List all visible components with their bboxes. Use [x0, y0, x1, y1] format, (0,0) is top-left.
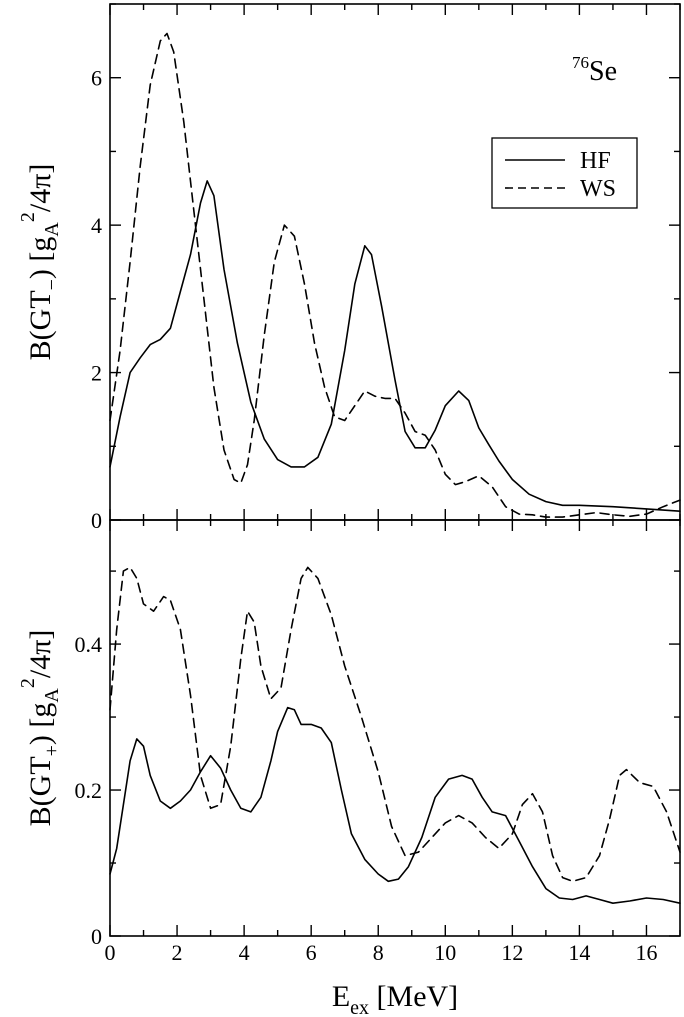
bottom-y-tick-label: 0 — [91, 924, 102, 949]
top-series-hf-line — [109, 180, 681, 512]
nucleus-label: 76Se — [572, 53, 617, 87]
x-title-sub: ex — [350, 997, 369, 1017]
bottom-y-tick-label: 0.2 — [75, 778, 103, 803]
top-y-tick-label: 0 — [91, 508, 102, 533]
x-title-tail: [MeV] — [369, 980, 458, 1013]
x-tick-label: 10 — [434, 940, 456, 965]
top-y-title-sup: 2 — [17, 212, 39, 222]
legend: HF WS — [491, 137, 638, 209]
top-y-tick-label: 4 — [91, 213, 102, 238]
x-tick-label: 0 — [105, 940, 116, 965]
bottom-series-lines — [109, 566, 681, 904]
legend-ws-label: WS — [580, 176, 616, 202]
x-tick-label: 4 — [239, 940, 250, 965]
top-y-title-sub2: A — [41, 222, 63, 237]
top-y-title-tail: /4π] — [24, 164, 57, 212]
bottom-y-title-tail: /4π] — [24, 630, 57, 678]
top-y-title-mid: ) [g — [24, 237, 57, 279]
bottom-series-ws-line — [109, 566, 681, 883]
bottom-y-axis-title: B(GT+) [gA2/4π] — [17, 630, 63, 827]
top-series-lines — [109, 32, 681, 518]
bottom-ticks: 0 2 4 6 8 10 12 14 16 0 0.2 0.4 — [75, 520, 681, 965]
x-axis-title: Eex [MeV] — [332, 980, 458, 1017]
x-title-main: E — [332, 980, 350, 1013]
bottom-y-title-sup: 2 — [17, 678, 39, 688]
x-tick-label: 6 — [306, 940, 317, 965]
nucleus-symbol: Se — [589, 56, 617, 87]
x-tick-label: 16 — [635, 940, 657, 965]
top-series-ws-line — [109, 32, 681, 518]
legend-hf-label: HF — [580, 148, 611, 174]
top-y-tick-label: 6 — [91, 66, 102, 91]
nucleus-mass-number: 76 — [572, 53, 589, 72]
top-y-title-main: B(GT — [24, 290, 57, 360]
legend-box — [491, 137, 638, 209]
bottom-plot-frame — [109, 519, 681, 937]
bottom-y-title-main: B(GT — [24, 756, 57, 826]
bottom-y-title-mid: ) [g — [24, 703, 57, 745]
x-tick-label: 14 — [568, 940, 590, 965]
top-y-tick-label: 2 — [91, 361, 102, 386]
bottom-y-tick-label: 0.4 — [75, 632, 103, 657]
bottom-y-title-sub: + — [41, 745, 63, 756]
bottom-y-title-sub2: A — [41, 688, 63, 703]
x-tick-label: 8 — [373, 940, 384, 965]
top-y-title-sub: − — [41, 279, 63, 290]
top-y-axis-title: B(GT−) [gA2/4π] — [17, 164, 63, 361]
x-tick-label: 2 — [172, 940, 183, 965]
x-tick-label: 12 — [501, 940, 523, 965]
bottom-series-hf-line — [109, 706, 681, 904]
